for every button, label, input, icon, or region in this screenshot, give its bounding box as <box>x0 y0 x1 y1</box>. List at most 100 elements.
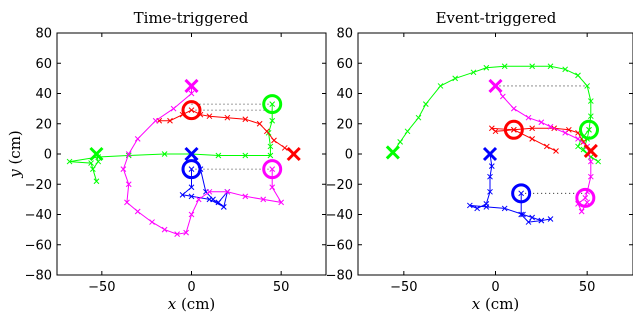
marker-stroke <box>580 139 587 145</box>
marker-stroke <box>483 64 490 71</box>
marker-stroke <box>547 63 554 70</box>
marker-stroke <box>267 143 274 150</box>
marker-stroke <box>586 126 592 133</box>
trajectory-marker <box>586 126 592 133</box>
trajectory-marker <box>267 152 274 159</box>
trajectory-line <box>122 85 283 235</box>
trajectory-line <box>69 104 273 182</box>
trajectory-marker <box>215 152 222 159</box>
marker-stroke <box>584 199 591 206</box>
marker-stroke <box>134 208 141 215</box>
trajectory-marker <box>263 128 270 135</box>
y-tick-label: −80 <box>25 269 52 284</box>
marker-stroke <box>170 105 177 112</box>
trajectory-marker <box>93 178 100 185</box>
trajectory-marker <box>170 105 177 112</box>
y-tick-label: 20 <box>35 117 52 132</box>
y-tick-label: −40 <box>25 208 52 223</box>
marker-stroke <box>269 101 276 107</box>
y-tick-label: −40 <box>326 208 353 223</box>
marker-stroke <box>538 119 545 126</box>
start-stroke <box>89 146 104 162</box>
trajectory-marker <box>149 219 155 225</box>
trajectory-marker <box>488 125 495 132</box>
start-marker <box>286 146 301 162</box>
marker-stroke <box>529 125 536 132</box>
trajectory-marker <box>88 160 94 166</box>
trajectory-marker <box>224 188 231 195</box>
trajectory-line <box>469 153 551 223</box>
marker-stroke <box>547 216 554 222</box>
trajectory-marker <box>188 107 195 113</box>
marker-stroke <box>242 116 249 123</box>
marker-stroke <box>188 166 195 172</box>
marker-stroke <box>529 214 536 221</box>
y-tick-label: 60 <box>35 57 52 72</box>
start-marker <box>482 146 498 162</box>
marker-stroke <box>134 136 141 142</box>
marker-stroke <box>281 145 288 151</box>
y-tick-label: 40 <box>336 87 353 102</box>
trajectory-marker <box>95 158 102 165</box>
marker-stroke <box>260 196 267 203</box>
marker-stroke <box>161 151 168 157</box>
trajectory-marker <box>66 158 73 165</box>
trajectory-marker <box>547 123 554 130</box>
start-marker <box>89 146 104 162</box>
trajectory-marker <box>183 229 189 236</box>
trajectory-marker <box>584 83 591 89</box>
y-tick-label: −20 <box>326 178 353 193</box>
marker-stroke <box>88 160 94 166</box>
marker-stroke <box>575 72 581 79</box>
chart-title: Event-triggered <box>436 9 557 27</box>
trajectory-marker <box>152 117 159 124</box>
marker-stroke <box>518 190 525 197</box>
x-tick-label: −50 <box>390 280 417 295</box>
trajectory-marker <box>580 139 587 145</box>
trajectory-marker <box>499 93 506 100</box>
trajectory-marker <box>271 137 277 144</box>
marker-stroke <box>488 163 495 169</box>
y-tick-label: −80 <box>326 269 353 284</box>
marker-stroke <box>215 152 222 159</box>
start-stroke <box>583 143 598 159</box>
trajectory-marker <box>188 193 195 200</box>
marker-stroke <box>93 178 100 185</box>
marker-stroke <box>538 217 545 224</box>
trajectory-marker <box>124 199 130 206</box>
trajectory-marker <box>422 101 429 107</box>
trajectory-marker <box>188 211 195 218</box>
trajectory-marker <box>269 184 276 191</box>
marker-stroke <box>525 219 532 225</box>
trajectory-marker <box>220 204 227 210</box>
trajectory-marker <box>510 126 517 133</box>
marker-stroke <box>161 226 168 233</box>
marker-stroke <box>529 136 536 142</box>
marker-stroke <box>404 128 411 135</box>
x-axis-label: x (cm) <box>168 295 216 313</box>
marker-stroke <box>470 69 477 76</box>
start-stroke <box>482 146 498 162</box>
marker-stroke <box>587 98 594 104</box>
goal-marker <box>511 183 532 204</box>
marker-stroke <box>125 181 132 188</box>
goal-marker <box>181 100 202 121</box>
trajectory-marker <box>538 119 545 126</box>
trajectory-marker <box>487 188 493 195</box>
marker-stroke <box>582 195 589 201</box>
y-tick-label: 0 <box>345 148 353 163</box>
trajectory-marker <box>134 208 141 215</box>
x-tick-label: 0 <box>187 280 195 295</box>
marker-stroke <box>483 204 490 210</box>
marker-stroke <box>488 125 495 132</box>
marker-stroke <box>499 93 506 100</box>
trajectory-marker <box>242 116 249 123</box>
trajectory-marker <box>278 199 285 206</box>
goal-marker <box>503 119 524 140</box>
marker-stroke <box>95 158 102 165</box>
trajectory-marker <box>595 158 602 165</box>
marker-stroke <box>518 211 525 218</box>
start-stroke <box>184 146 199 162</box>
